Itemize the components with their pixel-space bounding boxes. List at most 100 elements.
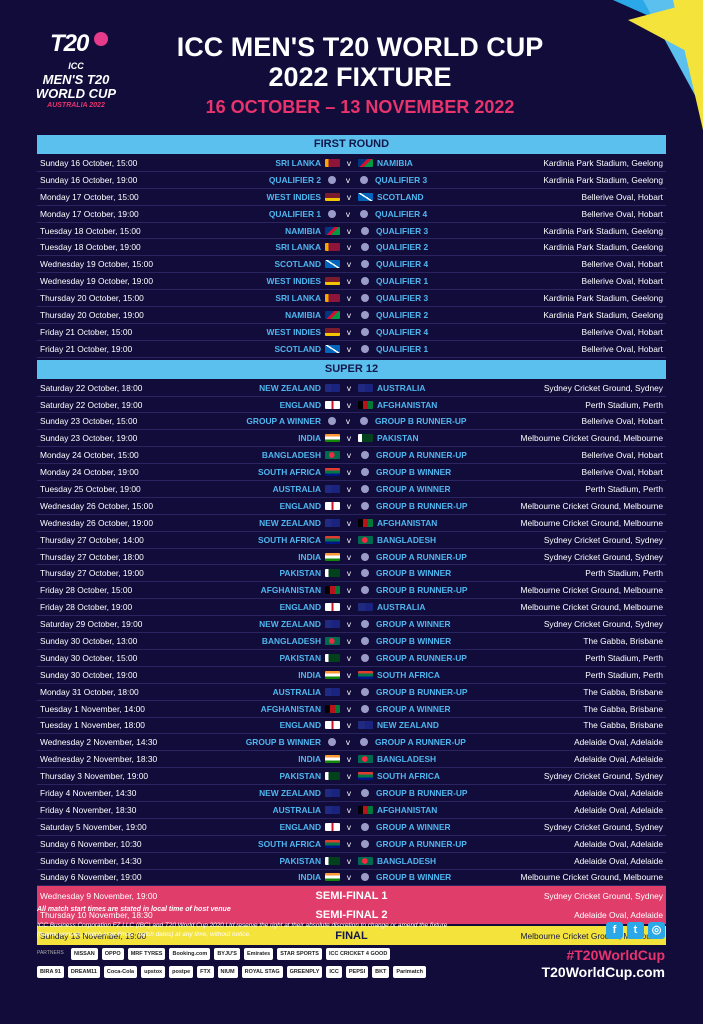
- match-date: Friday 4 November, 18:30: [40, 804, 137, 815]
- match-venue: Kardinia Park Stadium, Geelong: [543, 225, 663, 236]
- t20-placeholder-icon: [360, 738, 368, 747]
- match-row: Thursday 20 October, 19:00 NAMIBIA v QUALIF…: [37, 307, 666, 324]
- partner-logo: ICC CRICKET 4 GOOD: [325, 948, 391, 960]
- match-row: Thursday 27 October, 19:00 PAKISTAN v GROUP…: [37, 565, 666, 583]
- match-row: Sunday 16 October, 19:00 QUALIFIER 2 v QUAL…: [37, 172, 666, 189]
- match-venue: Bellerive Oval, Hobart: [581, 191, 663, 202]
- match-row: Wednesday 2 November, 18:30 INDIA v BANGLAD…: [37, 751, 666, 769]
- match-venue: Sydney Cricket Ground, Sydney: [543, 890, 663, 901]
- t20-world-cup-logo: T20 ICC MEN'S T20 WORLD CUP AUSTRALIA 20…: [34, 26, 118, 116]
- away-team: QUALIFIER 4: [376, 326, 429, 337]
- versus-label: v: [346, 602, 352, 613]
- flag-icon: [325, 344, 340, 353]
- away-team: GROUP A WINNER: [376, 483, 451, 494]
- match-date: Wednesday 2 November, 18:30: [40, 754, 158, 765]
- home-team: SRI LANKA: [275, 293, 321, 304]
- match-row: Saturday 5 November, 19:00 ENGLAND v GROUP …: [37, 819, 666, 836]
- website-link[interactable]: T20WorldCup.com: [541, 964, 665, 980]
- match-row: Friday 28 October, 19:00 ENGLAND v AUSTRALI…: [37, 599, 666, 617]
- match-venue: Sydney Cricket Ground, Sydney: [543, 382, 663, 393]
- away-team: GROUP A RUNNER-UP: [376, 652, 467, 663]
- flag-icon: [358, 755, 373, 764]
- t20-placeholder-icon: [361, 789, 369, 797]
- match-venue: Kardinia Park Stadium, Geelong: [543, 174, 663, 185]
- t20-placeholder-icon: [361, 704, 369, 713]
- t20-placeholder-icon: [361, 620, 369, 629]
- home-team: SOUTH AFRICA: [258, 838, 321, 849]
- versus-label: v: [345, 416, 351, 427]
- match-date: Thursday 10 November, 18:30: [40, 909, 153, 920]
- away-team: GROUP A WINNER: [376, 821, 451, 832]
- twitter-icon[interactable]: t: [627, 922, 644, 939]
- match-date: Sunday 6 November, 19:00: [40, 872, 142, 883]
- versus-label: v: [346, 467, 352, 478]
- flag-icon: [325, 451, 340, 460]
- match-venue: Melbourne Cricket Ground, Melbourne: [520, 585, 663, 596]
- match-date: Thursday 27 October, 19:00: [40, 568, 144, 579]
- flag-icon: [325, 856, 340, 865]
- flag-icon: [358, 535, 373, 544]
- t20-placeholder-icon: [328, 417, 336, 426]
- flag-icon: [325, 704, 340, 713]
- home-team: BANGLADESH: [261, 450, 321, 461]
- match-date: Wednesday 26 October, 15:00: [40, 500, 153, 511]
- flag-icon: [325, 400, 340, 409]
- instagram-icon[interactable]: ◎: [648, 922, 665, 939]
- home-team: WEST INDIES: [266, 191, 321, 202]
- match-venue: Kardinia Park Stadium, Geelong: [543, 293, 663, 304]
- match-row: Tuesday 25 October, 19:00 AUSTRALIA v GROUP…: [37, 481, 666, 498]
- t20-placeholder-icon: [361, 226, 369, 235]
- knockout-label: SEMI-FINAL 2: [315, 908, 388, 921]
- match-date: Wednesday 9 November, 19:00: [40, 890, 158, 901]
- match-venue: Bellerive Oval, Hobart: [581, 276, 663, 287]
- home-team: GROUP A WINNER: [246, 416, 321, 427]
- partner-logo: BIRA 91: [37, 966, 64, 978]
- semi-final-row: Wednesday 9 November, 19:00 SEMI-FINAL 1 S…: [37, 886, 666, 906]
- home-team: INDIA: [298, 433, 321, 444]
- versus-label: v: [346, 771, 352, 782]
- match-venue: Adelaide Oval, Adelaide: [574, 737, 663, 748]
- match-venue: Perth Stadium, Perth: [585, 652, 663, 663]
- match-venue: Adelaide Oval, Adelaide: [574, 754, 663, 765]
- match-venue: Melbourne Cricket Ground, Melbourne: [520, 872, 663, 883]
- match-row: Sunday 30 October, 19:00 INDIA v SOUTH AFRI…: [37, 667, 666, 684]
- t20-placeholder-icon: [361, 294, 369, 303]
- home-team: SRI LANKA: [275, 157, 321, 168]
- versus-label: v: [346, 517, 352, 528]
- match-date: Sunday 30 October, 13:00: [40, 635, 138, 646]
- t20-placeholder-icon: [361, 552, 369, 561]
- flag-icon: [325, 789, 340, 797]
- versus-label: v: [345, 174, 351, 185]
- flag-icon: [325, 569, 340, 578]
- match-date: Saturday 29 October, 19:00: [40, 619, 143, 630]
- match-row: Thursday 27 October, 14:00 SOUTH AFRICA v B…: [37, 532, 666, 549]
- facebook-icon[interactable]: f: [606, 922, 623, 939]
- away-team: GROUP A WINNER: [376, 619, 451, 630]
- home-team: SRI LANKA: [275, 242, 321, 253]
- match-date: Friday 21 October, 15:00: [40, 326, 133, 337]
- match-date: Friday 28 October, 19:00: [40, 602, 133, 613]
- away-team: AFGHANISTAN: [377, 399, 438, 410]
- flag-icon: [325, 805, 340, 814]
- match-row: Friday 21 October, 19:00 SCOTLAND v QUALIFI…: [37, 341, 666, 358]
- partner-logo: NISSAN: [71, 948, 98, 960]
- match-date: Tuesday 18 October, 15:00: [40, 225, 141, 236]
- match-row: Monday 24 October, 15:00 BANGLADESH v GROUP…: [37, 447, 666, 465]
- versus-label: v: [346, 259, 352, 270]
- home-team: ENGLAND: [279, 500, 321, 511]
- match-venue: Bellerive Oval, Hobart: [581, 208, 663, 219]
- partner-logo: ICC: [326, 966, 342, 978]
- match-date: Friday 28 October, 15:00: [40, 585, 133, 596]
- match-venue: The Gabba, Brisbane: [583, 720, 663, 731]
- home-team: ENGLAND: [279, 399, 321, 410]
- match-row: Tuesday 18 October, 15:00 NAMIBIA v QUALIFI…: [37, 223, 666, 240]
- partner-logo: NIUM: [217, 966, 238, 978]
- home-team: SOUTH AFRICA: [258, 467, 321, 478]
- match-venue: Perth Stadium, Perth: [585, 568, 663, 579]
- match-venue: Bellerive Oval, Hobart: [581, 450, 663, 461]
- partner-logo: postpe: [169, 966, 194, 978]
- logo-world-cup: WORLD CUP: [35, 86, 117, 101]
- match-date: Thursday 27 October, 14:00: [40, 534, 144, 545]
- match-date: Sunday 23 October, 19:00: [40, 433, 138, 444]
- match-row: Wednesday 19 October, 19:00 WEST INDIES v Q…: [37, 273, 666, 291]
